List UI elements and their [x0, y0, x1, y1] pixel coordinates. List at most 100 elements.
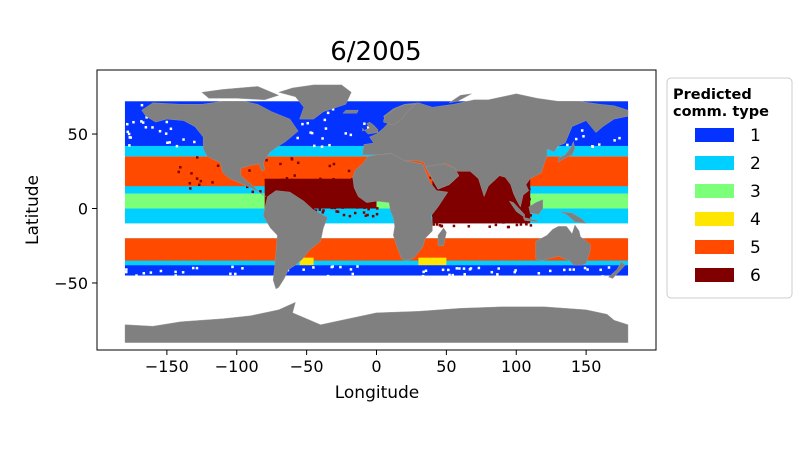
speckle-missing — [568, 268, 572, 271]
speckle-type-6 — [472, 212, 475, 216]
speckle-type-6 — [246, 185, 249, 189]
speckle-type-6 — [343, 186, 347, 189]
speckle-type-6 — [452, 224, 456, 228]
speckle-type-6 — [453, 209, 457, 212]
speckle-missing — [462, 267, 466, 270]
speckle-type-6 — [322, 209, 325, 212]
speckle-type-6 — [280, 178, 283, 182]
speckle-missing — [328, 143, 331, 147]
speckle-type-6 — [502, 181, 506, 184]
zone-type-5 — [124, 238, 629, 261]
y-tick-label: −50 — [54, 274, 88, 293]
speckle-type-6 — [486, 191, 489, 195]
land-madagascar — [437, 227, 447, 246]
speckle-type-6 — [303, 190, 307, 194]
speckle-type-6 — [211, 181, 214, 184]
speckle-missing — [603, 276, 607, 280]
speckle-missing — [591, 145, 594, 148]
speckle-missing — [607, 266, 611, 269]
legend-swatch-4 — [695, 212, 734, 226]
speckle-type-6 — [335, 180, 338, 184]
x-tick-label: −150 — [145, 357, 189, 376]
speckle-type-6 — [195, 177, 199, 180]
speckle-type-6 — [463, 172, 466, 175]
speckle-missing — [135, 274, 138, 277]
speckle-missing — [566, 143, 569, 147]
x-axis-ticks: −150 −100 −50 0 50 100 150 — [145, 350, 602, 376]
speckle-type-6 — [440, 224, 443, 228]
speckle-missing — [422, 270, 425, 274]
speckle-type-6 — [504, 186, 508, 189]
speckle-type-6 — [528, 187, 531, 191]
speckle-type-6 — [177, 170, 181, 174]
speckle-missing — [313, 144, 316, 148]
speckle-missing — [424, 269, 428, 273]
speckle-type-6 — [273, 184, 276, 188]
speckle-type-6 — [371, 214, 375, 218]
speckle-missing — [320, 145, 324, 148]
speckle-type-6 — [285, 177, 289, 180]
speckle-type-6 — [506, 187, 510, 190]
speckle-type-6 — [429, 176, 433, 179]
speckle-type-6 — [502, 221, 505, 224]
speckle-type-6 — [502, 179, 506, 183]
speckle-type-6 — [463, 199, 467, 202]
speckle-type-6 — [301, 194, 305, 198]
speckle-missing — [497, 267, 500, 270]
speckle-missing — [601, 275, 604, 278]
speckle-type-6 — [432, 214, 435, 217]
speckle-missing — [458, 267, 461, 270]
speckle-type-6 — [346, 202, 350, 205]
speckle-type-6 — [314, 209, 318, 212]
legend-label-4: 4 — [750, 210, 761, 230]
speckle-missing — [330, 265, 333, 269]
speckle-missing — [301, 122, 304, 126]
speckle-missing — [312, 266, 315, 269]
speckle-missing — [599, 268, 602, 272]
land-antarctica — [124, 301, 629, 343]
speckle-missing — [618, 136, 621, 140]
speckle-type-6 — [515, 216, 518, 220]
land-canadian-arctic-islands — [201, 86, 280, 101]
speckle-type-6 — [449, 208, 452, 211]
speckle-type-6 — [335, 178, 339, 182]
speckle-type-6 — [332, 162, 336, 166]
speckle-type-6 — [310, 203, 314, 206]
legend-title-line1: Predicted — [673, 87, 752, 103]
speckle-type-6 — [508, 220, 511, 223]
speckle-missing — [191, 266, 195, 270]
speckle-missing — [128, 144, 131, 147]
speckle-type-6 — [470, 176, 473, 180]
speckle-type-6 — [302, 188, 305, 191]
speckle-type-6 — [277, 179, 280, 182]
speckle-type-6 — [315, 192, 319, 195]
speckle-type-6 — [350, 199, 353, 202]
land-australia — [535, 224, 591, 266]
speckle-type-6 — [188, 182, 192, 185]
land-scandinavia — [383, 104, 417, 126]
speckle-type-6 — [340, 184, 343, 188]
speckle-type-6 — [342, 213, 346, 217]
speckle-type-6 — [432, 223, 435, 226]
speckle-type-6 — [319, 177, 322, 181]
speckle-type-6 — [349, 201, 352, 204]
speckle-type-6 — [509, 212, 512, 215]
speckle-missing — [326, 274, 330, 278]
speckle-type-6 — [290, 157, 294, 160]
land-layer — [124, 84, 629, 343]
speckle-type-6 — [330, 201, 333, 205]
speckle-type-6 — [190, 172, 193, 175]
speckle-missing — [597, 143, 601, 146]
speckle-type-6 — [248, 169, 251, 172]
land-indonesia-west — [508, 200, 525, 218]
speckle-type-6 — [326, 196, 330, 200]
speckle-missing — [165, 120, 169, 124]
speckle-type-6 — [292, 186, 295, 190]
zone-type-4 — [418, 257, 447, 266]
speckle-missing — [124, 270, 128, 274]
x-tick-label: 150 — [571, 357, 602, 376]
speckle-type-6 — [346, 194, 349, 198]
speckle-type-6 — [506, 225, 510, 229]
speckle-type-6 — [525, 222, 528, 225]
speckle-type-6 — [446, 213, 449, 216]
